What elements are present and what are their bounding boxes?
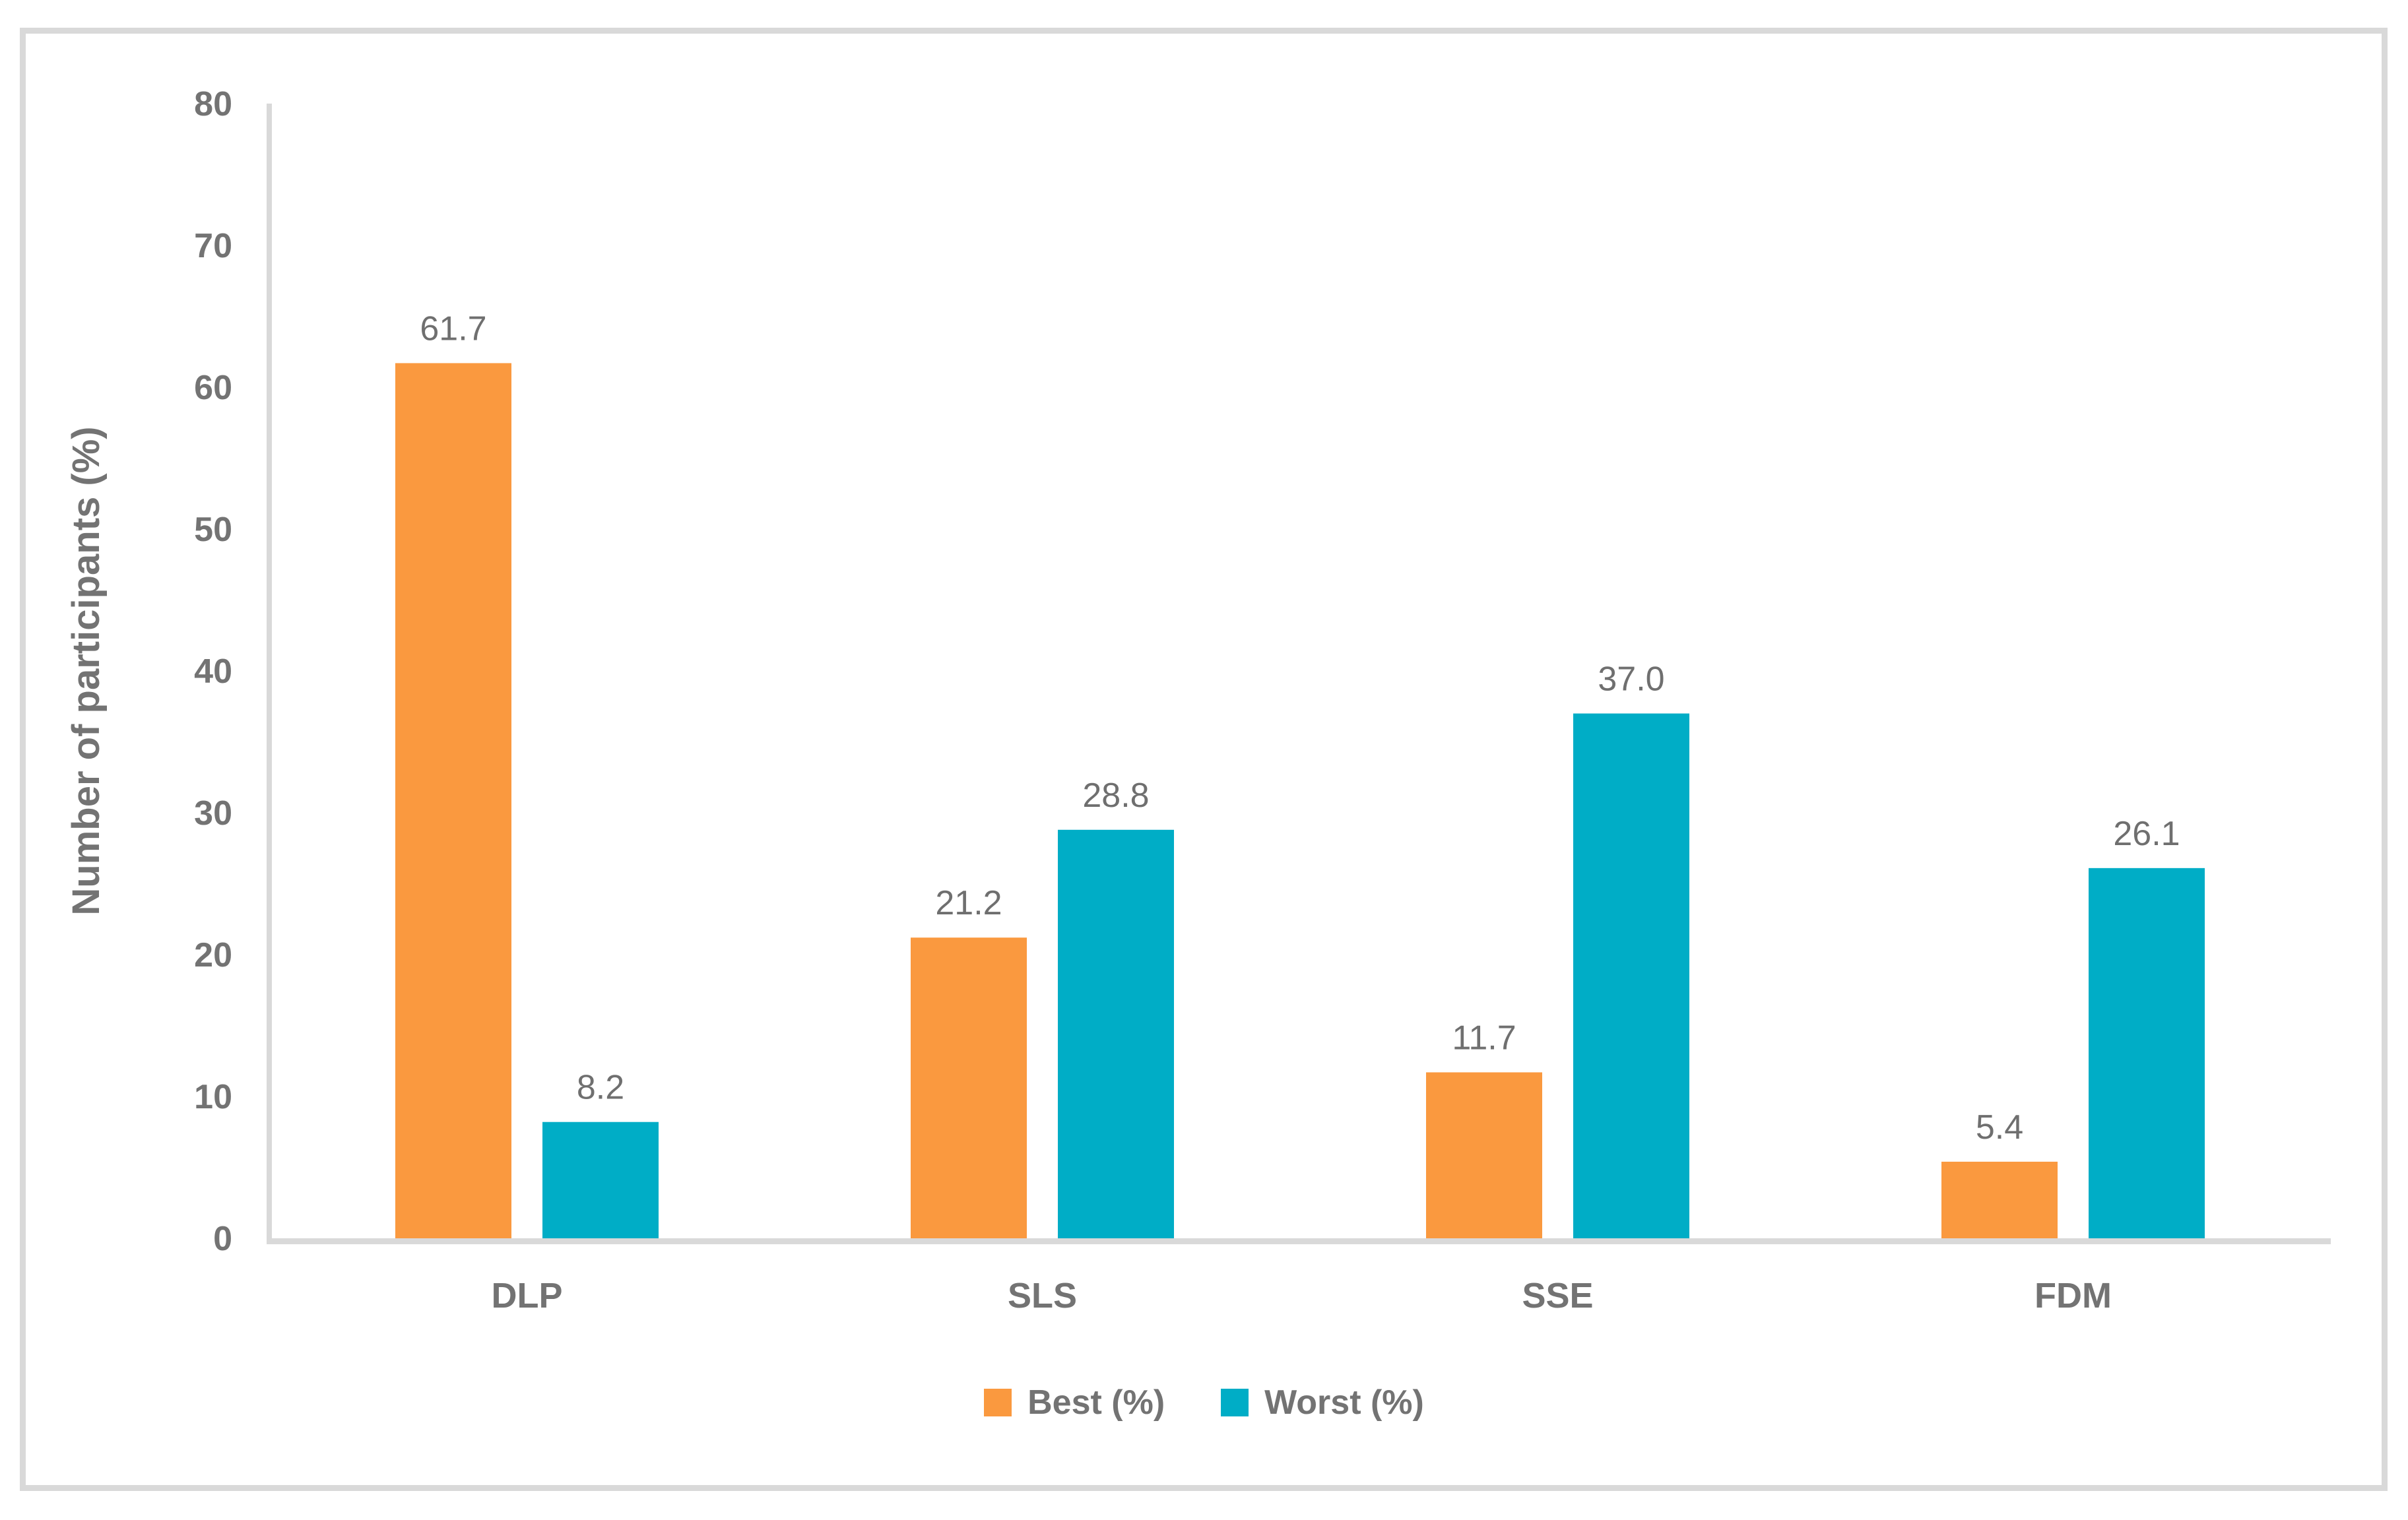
chart-frame [20,28,2388,1491]
y-tick-label: 40 [194,652,232,691]
y-tick-label: 0 [213,1220,232,1258]
bar-fdm-worst [2089,868,2205,1238]
y-tick-label: 80 [194,85,232,123]
x-category-label-dlp: DLP [492,1276,563,1315]
x-category-label-sse: SSE [1522,1276,1593,1315]
bar-dlp-worst [542,1122,659,1238]
value-label: 26.1 [2113,815,2180,853]
value-label: 21.2 [935,884,1002,922]
y-tick-label: 20 [194,936,232,974]
bar-sls-best [911,937,1027,1238]
bar-sse-best [1426,1072,1542,1238]
value-label: 8.2 [577,1069,624,1107]
y-tick-label: 10 [194,1078,232,1116]
y-axis-title: Number of participants (%) [65,426,108,915]
bar-dlp-best [395,363,511,1239]
x-category-label-fdm: FDM [2034,1276,2112,1315]
y-tick-label: 30 [194,794,232,833]
value-label: 11.7 [1452,1019,1516,1057]
bar-sls-worst [1058,829,1174,1238]
value-label: 61.7 [420,309,486,348]
legend-item-best: Best (%) [984,1385,1165,1420]
legend-swatch-worst [1221,1389,1249,1416]
y-tick-label: 60 [194,369,232,407]
value-label: 28.8 [1082,776,1149,815]
legend-label: Worst (%) [1264,1383,1424,1422]
legend-label: Best (%) [1027,1383,1165,1422]
legend: Best (%) Worst (%) [0,1385,2408,1420]
value-label: 37.0 [1598,660,1664,699]
y-tick-label: 50 [194,511,232,549]
y-tick-label: 70 [194,227,232,265]
value-label: 5.4 [1976,1108,2023,1147]
bar-sse-worst [1573,713,1689,1238]
bar-fdm-best [1941,1161,2058,1238]
legend-swatch-best [984,1389,1012,1416]
legend-item-worst: Worst (%) [1221,1385,1424,1420]
x-category-label-sls: SLS [1008,1276,1077,1315]
